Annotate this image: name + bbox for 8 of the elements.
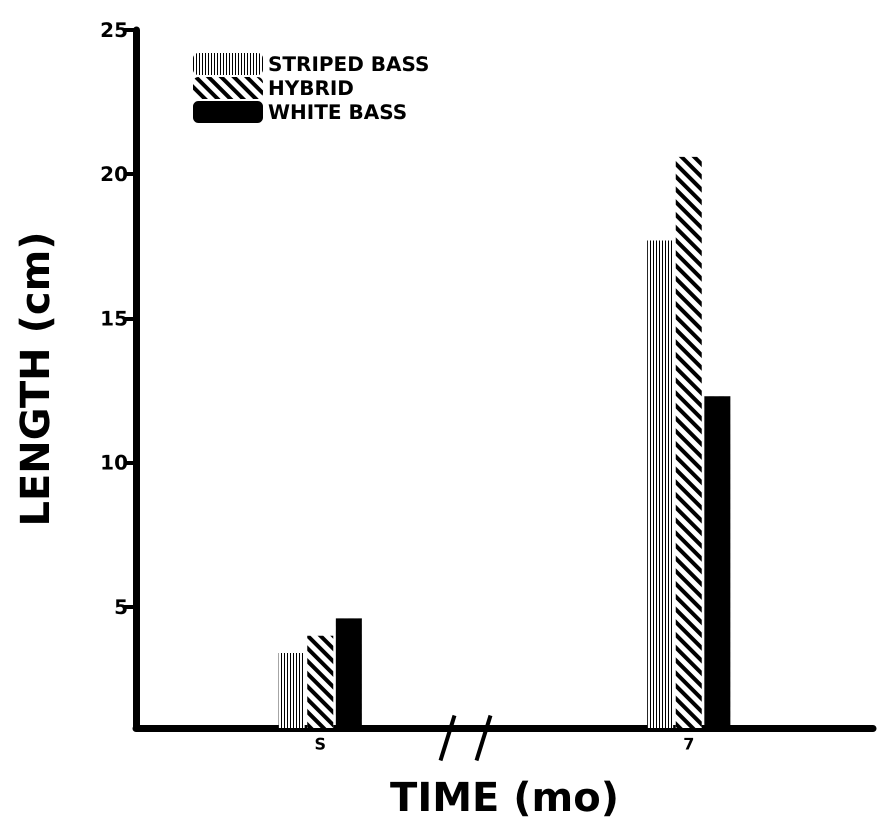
y-axis-title: LENGTH (cm): [13, 231, 59, 527]
x-tick-label: S: [314, 734, 326, 754]
legend-label: HYBRID: [268, 76, 354, 100]
legend-label: WHITE BASS: [268, 100, 408, 124]
x-axis-title: TIME (mo): [390, 775, 619, 821]
y-tick-label: 25: [100, 18, 128, 42]
legend-label: STRIPED BASS: [268, 52, 430, 76]
x-tick-label: 7: [683, 734, 694, 754]
